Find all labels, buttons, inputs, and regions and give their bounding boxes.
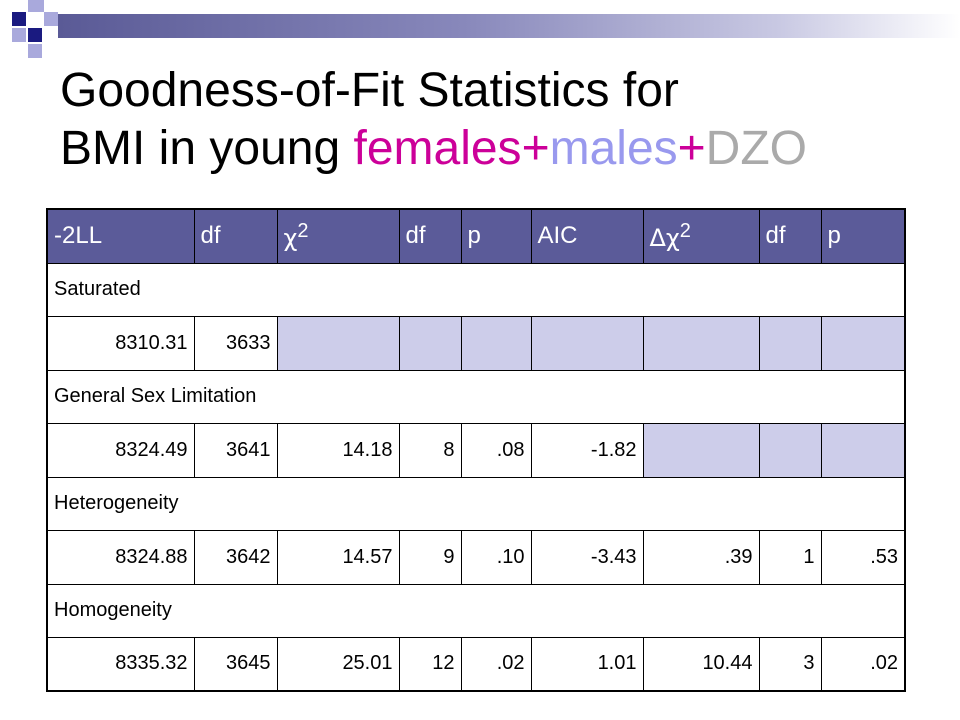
title-gradient-bar	[58, 14, 960, 38]
header-cell: AIC	[530, 208, 644, 264]
title-word-females: females	[353, 122, 522, 175]
section-label: Homogeneity	[46, 583, 906, 638]
table-cell: 1.01	[530, 636, 644, 692]
chi-symbol: χ	[283, 223, 298, 252]
table-cell: .39	[642, 529, 760, 585]
table-cell: .02	[460, 636, 532, 692]
title-line-2: BMI in young females+males+DZO	[60, 120, 940, 178]
empty-cell	[530, 315, 644, 371]
table-header-row: -2LL df χ2 df p AIC Δχ2 df p	[46, 208, 906, 264]
section-label: General Sex Limitation	[46, 369, 906, 424]
empty-cell	[276, 315, 400, 371]
table-cell: 8	[398, 422, 462, 478]
table-cell: 3	[758, 636, 822, 692]
header-cell: df	[398, 208, 462, 264]
empty-cell	[820, 422, 906, 478]
section-row: Saturated	[46, 262, 906, 317]
table-cell: 9	[398, 529, 462, 585]
empty-cell	[758, 315, 822, 371]
table-row: 8324.49 3641 14.18 8.08 -1.82	[46, 422, 906, 478]
section-row: General Sex Limitation	[46, 369, 906, 424]
title-plus: +	[677, 122, 706, 175]
superscript-2: 2	[297, 219, 309, 242]
table-cell: 8324.49	[46, 422, 195, 478]
corner-square-navy	[28, 28, 42, 42]
section-row: Heterogeneity	[46, 476, 906, 531]
table-cell: 14.57	[276, 529, 400, 585]
table-cell: 1	[758, 529, 822, 585]
empty-cell	[642, 422, 760, 478]
table-row: 8310.31 3633	[46, 315, 906, 371]
corner-square-lavender	[12, 28, 26, 42]
empty-cell	[758, 422, 822, 478]
empty-cell	[460, 315, 532, 371]
table-cell: 12	[398, 636, 462, 692]
table-row: 8335.32 3645 25.01 12.02 1.01 10.44 3.02	[46, 636, 906, 692]
superscript-2: 2	[679, 219, 691, 242]
title-prefix: BMI in young	[60, 122, 354, 175]
corner-square-lavender	[28, 0, 44, 12]
table-cell: .08	[460, 422, 532, 478]
table-cell: -3.43	[530, 529, 644, 585]
table-body: Saturated 8310.31 3633 General Sex Limitati…	[46, 262, 906, 692]
page-title: Goodness-of-Fit Statistics for BMI in yo…	[60, 62, 940, 178]
table-cell: 3642	[193, 529, 278, 585]
table-cell: 8324.88	[46, 529, 195, 585]
table-cell: 14.18	[276, 422, 400, 478]
table-cell: 3633	[193, 315, 278, 371]
table-cell: .53	[820, 529, 906, 585]
table-cell: 8335.32	[46, 636, 195, 692]
corner-square-lavender	[44, 12, 58, 26]
header-cell: p	[460, 208, 532, 264]
delta-symbol: Δ	[649, 223, 666, 252]
empty-cell	[820, 315, 906, 371]
header-cell-delta-chi-squared: Δχ2	[642, 208, 760, 264]
table-cell: 10.44	[642, 636, 760, 692]
table-cell: .02	[820, 636, 906, 692]
title-word-dzo: DZO	[705, 122, 807, 175]
table-cell: .10	[460, 529, 532, 585]
title-line-1: Goodness-of-Fit Statistics for	[60, 64, 679, 117]
header-cell: df	[758, 208, 822, 264]
section-label: Heterogeneity	[46, 476, 906, 531]
section-label: Saturated	[46, 262, 906, 317]
table-cell: -1.82	[530, 422, 644, 478]
section-row: Homogeneity	[46, 583, 906, 638]
table-cell: 3645	[193, 636, 278, 692]
empty-cell	[642, 315, 760, 371]
corner-square-navy	[12, 12, 26, 26]
corner-square-lavender	[28, 44, 42, 58]
header-cell: -2LL	[46, 208, 195, 264]
title-word-males: males	[549, 122, 678, 175]
header-cell: df	[193, 208, 278, 264]
table-row: 8324.88 3642 14.57 9.10 -3.43.39 1.53	[46, 529, 906, 585]
title-plus: +	[521, 122, 550, 175]
chi-symbol: χ	[665, 223, 680, 252]
fit-statistics-table: -2LL df χ2 df p AIC Δχ2 df p Saturated 83…	[46, 208, 906, 692]
table-cell: 3641	[193, 422, 278, 478]
header-cell: p	[820, 208, 906, 264]
empty-cell	[398, 315, 462, 371]
table-cell: 25.01	[276, 636, 400, 692]
header-cell-chi-squared: χ2	[276, 208, 400, 264]
table-cell: 8310.31	[46, 315, 195, 371]
